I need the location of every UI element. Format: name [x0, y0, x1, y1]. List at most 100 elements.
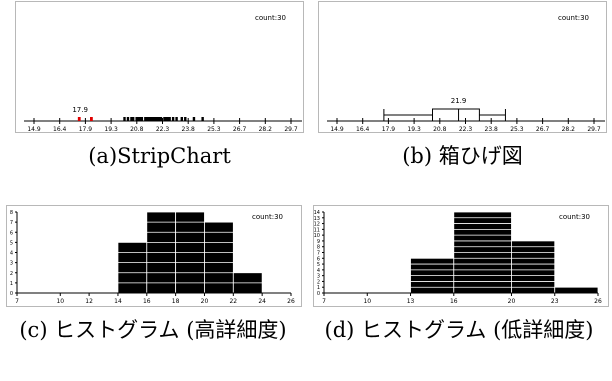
x-tick-label: 26.7 [233, 126, 247, 133]
strip-point [180, 117, 184, 121]
y-tick-label: 8 [317, 245, 320, 251]
histogram-bar [204, 221, 234, 294]
strip-point [145, 117, 149, 121]
strip-point [140, 117, 144, 121]
x-tick-label: 10 [56, 298, 64, 305]
strip-point-highlighted [77, 117, 81, 121]
y-tick-label: 8 [10, 210, 13, 216]
y-tick-label: 2 [317, 279, 320, 285]
x-tick-label: 29.7 [587, 126, 601, 133]
count-label: count:30 [255, 14, 286, 22]
y-tick-label: 4 [317, 268, 320, 274]
count-label: count:30 [558, 14, 589, 22]
x-tick-label: 25.3 [510, 126, 524, 133]
x-tick-label: 25.3 [207, 126, 221, 133]
iqr-box [432, 108, 480, 122]
histogram-bar [554, 286, 599, 294]
strip-point [156, 117, 159, 121]
x-tick-label: 14.9 [27, 126, 41, 133]
x-tick-label: 28.2 [259, 126, 273, 133]
x-tick-label: 18 [172, 298, 180, 305]
strip-point [137, 117, 140, 121]
y-tick-label: 13 [314, 216, 320, 222]
x-tick-label: 20.8 [433, 126, 447, 133]
strip-chart: count:30 17.9 14.9 16.4 17.9 19.3 20.8 22.3 23… [15, 1, 304, 133]
box-plot: count:30 21.9 14.9 16.4 17.9 19.3 20.8 22.3 23… [318, 1, 607, 133]
strip-point-highlighted [90, 117, 93, 121]
x-tick-label: 26 [594, 298, 602, 305]
caption-c: (c) ヒストグラム (高詳細度) [0, 318, 306, 343]
x-tick-label: 16.4 [356, 126, 370, 133]
y-tick-label: 9 [317, 239, 320, 245]
x-tick-label: 23 [551, 298, 559, 305]
x-tick-label: 10 [363, 298, 371, 305]
y-tick-label: 0 [317, 291, 320, 297]
y-tick-label: 4 [10, 251, 13, 257]
x-tick-label: 14.9 [330, 126, 344, 133]
strip-point [144, 117, 147, 121]
strip-points [77, 117, 204, 121]
x-tick-label: 16 [143, 298, 151, 305]
histogram-bar [511, 240, 556, 294]
strip-point [126, 117, 130, 121]
y-tick-label: 0 [10, 291, 13, 297]
strip-point [151, 117, 154, 121]
x-tick-label: 28.2 [562, 126, 576, 133]
y-tick-label: 6 [317, 256, 320, 262]
caption-a: (a)StripChart [88, 144, 231, 168]
y-tick-label: 3 [317, 274, 320, 280]
histogram-bar [117, 241, 148, 294]
median-annotation: 21.9 [451, 97, 467, 105]
x-tick-label: 7 [15, 298, 19, 305]
x-tick-label: 14 [114, 298, 122, 305]
x-tick-label: 16 [450, 298, 458, 305]
x-tick-label: 19.3 [407, 126, 421, 133]
x-tick-label: 24 [258, 298, 266, 305]
x-tick-label: 23.8 [182, 126, 196, 133]
x-tick-label: 17.9 [382, 126, 396, 133]
strip-point [201, 117, 204, 121]
strip-point [164, 117, 168, 121]
chart-frame [318, 1, 607, 133]
y-tick-label: 1 [317, 285, 320, 291]
x-tick-label: 26.7 [536, 126, 550, 133]
y-tick-label: 1 [10, 281, 13, 287]
caption-d: (d) ヒストグラム (低詳細度) [306, 318, 612, 343]
x-tick-label: 16.4 [53, 126, 67, 133]
x-tick-label: 7 [322, 298, 326, 305]
strip-point [171, 117, 175, 121]
x-tick-label: 26 [287, 298, 295, 305]
x-tick-label: 20.8 [130, 126, 144, 133]
box-elements [383, 108, 506, 122]
count-label: count:30 [252, 213, 283, 221]
x-tick-label: 22 [229, 298, 237, 305]
caption-b: (b) 箱ひげ図 [402, 144, 523, 168]
y-tick-label: 2 [10, 271, 13, 277]
chart-frame [15, 1, 304, 133]
y-tick-label: 14 [314, 210, 320, 216]
strip-point [163, 117, 166, 121]
histogram-bars [117, 211, 263, 294]
histogram-bars [410, 211, 599, 294]
strip-point [166, 117, 170, 121]
y-tick-label: 5 [317, 262, 320, 268]
y-tick-label: 12 [314, 222, 320, 228]
caption-d-text: (d) ヒストグラム (低詳細度) [324, 318, 594, 342]
histogram-low-detail: count:30 7 10 13 16 20 23 26012345678910111213… [313, 205, 609, 307]
strip-point [159, 117, 163, 121]
x-tick-label: 29.7 [284, 126, 298, 133]
y-tick-label: 10 [314, 233, 320, 239]
strip-point [175, 117, 178, 121]
y-tick-label: 6 [10, 230, 13, 236]
x-tick-label: 13 [407, 298, 415, 305]
strip-point [168, 117, 171, 121]
strip-point [131, 117, 135, 121]
y-tick-label: 3 [10, 261, 13, 267]
strip-point [154, 117, 157, 121]
count-label: count:30 [559, 213, 590, 221]
x-tick-label: 23.8 [485, 126, 499, 133]
caption-c-text: (c) ヒストグラム (高詳細度) [19, 318, 287, 342]
